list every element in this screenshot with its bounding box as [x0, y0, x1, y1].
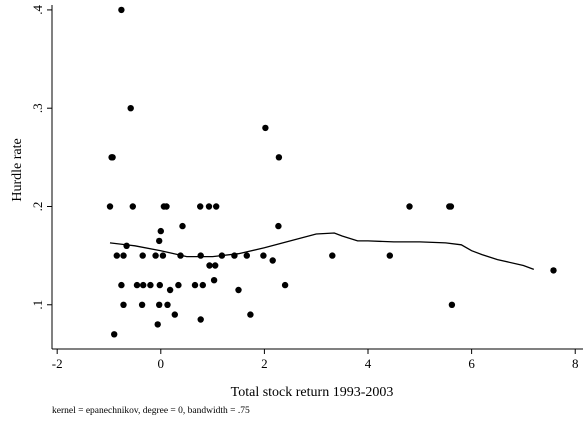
data-point: [197, 316, 204, 323]
x-tick-label: 8: [572, 356, 579, 371]
data-point: [210, 277, 218, 284]
data-point: [177, 252, 184, 259]
data-point: [118, 6, 125, 14]
data-point: [156, 237, 163, 245]
data-point: [163, 203, 170, 210]
data-point: [218, 252, 226, 259]
axes: -2 0 2 4 6 8 .1 .2 .3 .4: [30, 5, 583, 371]
data-point: [275, 154, 283, 161]
data-point: [205, 203, 213, 210]
data-point: [140, 281, 147, 289]
data-point: [120, 301, 127, 308]
data-point: [154, 321, 161, 328]
data-point: [159, 252, 167, 259]
smoothed-curve: [109, 232, 535, 271]
data-point: [133, 281, 141, 289]
kernel-note: kernel = epanechnikov, degree = 0, bandw…: [52, 406, 250, 416]
data-point: [129, 203, 136, 210]
data-point: [247, 311, 254, 318]
data-point: [113, 252, 121, 259]
data-point: [329, 252, 336, 259]
data-point: [127, 105, 134, 112]
data-point: [235, 286, 242, 294]
x-tick-label: 4: [365, 356, 372, 371]
data-point: [281, 281, 289, 289]
data-point: [111, 331, 118, 338]
x-axis-title: Total stock return 1993-2003: [231, 385, 394, 400]
data-point: [164, 301, 171, 308]
y-tick-label: .2: [30, 202, 45, 212]
data-point: [118, 281, 125, 289]
data-point: [120, 252, 127, 259]
data-point: [269, 257, 276, 264]
data-point: [156, 281, 163, 289]
x-tick-label: 2: [261, 356, 268, 371]
data-point: [406, 203, 413, 210]
data-point: [106, 203, 114, 210]
data-point: [260, 252, 267, 259]
y-tick-label: .3: [30, 103, 45, 113]
data-point: [447, 203, 455, 210]
data-point: [109, 154, 116, 161]
data-point: [386, 252, 393, 259]
data-point: [231, 252, 238, 259]
data-point: [147, 281, 154, 289]
data-point: [199, 281, 206, 289]
data-point: [212, 262, 219, 269]
data-point: [550, 267, 557, 274]
data-point: [175, 281, 182, 289]
data-point: [197, 252, 204, 259]
x-tick-label: 6: [468, 356, 475, 371]
data-point: [191, 281, 199, 289]
data-point: [166, 286, 174, 294]
data-point: [171, 311, 178, 318]
data-point: [139, 252, 146, 259]
x-tick-label: 0: [158, 356, 165, 371]
data-points-layer: [106, 6, 557, 338]
data-point: [152, 252, 159, 259]
y-tick-label: .4: [30, 5, 45, 15]
smoothed-curve-layer: [109, 232, 535, 271]
data-point: [243, 252, 250, 259]
data-point: [197, 203, 204, 210]
x-tick-label: -2: [52, 356, 63, 371]
data-point: [448, 301, 456, 308]
data-point: [138, 301, 146, 308]
data-point: [157, 227, 164, 235]
y-tick-label: .1: [30, 300, 45, 310]
data-point: [156, 301, 163, 308]
data-point: [179, 222, 186, 230]
data-point: [206, 262, 213, 269]
y-axis-title: Hurdle rate: [10, 138, 25, 201]
data-point: [275, 222, 282, 230]
data-point: [262, 124, 269, 132]
data-point: [123, 242, 130, 249]
data-point: [213, 203, 220, 210]
